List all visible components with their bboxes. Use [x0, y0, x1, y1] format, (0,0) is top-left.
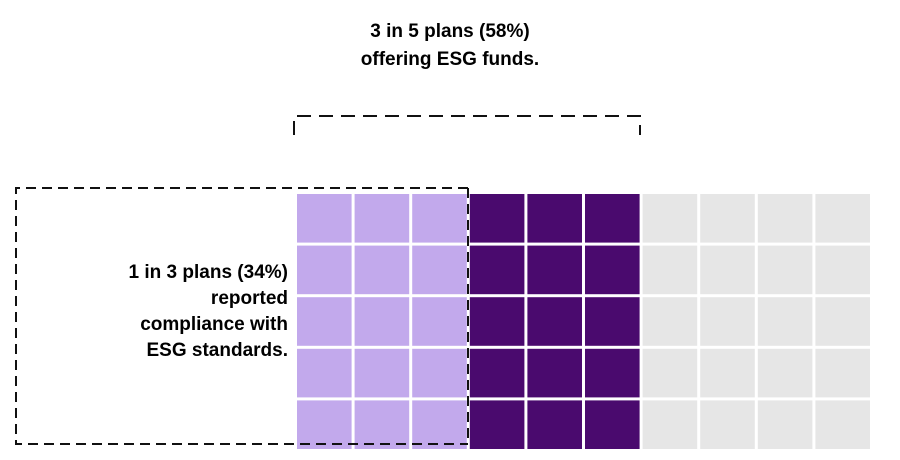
waffle-cell-remaining	[642, 194, 698, 243]
waffle-cell-compliance	[412, 348, 467, 398]
waffle-cell-remaining	[815, 348, 870, 398]
waffle-cell-esg_only	[469, 348, 525, 398]
waffle-cell-remaining	[815, 400, 870, 449]
waffle-cell-remaining	[700, 297, 755, 346]
waffle-cell-esg_only	[527, 297, 582, 346]
waffle-cell-remaining	[757, 297, 813, 346]
offering-line-2: offering ESG funds.	[360, 49, 540, 70]
waffle-cell-compliance	[354, 245, 410, 295]
compliance-line-3: compliance with	[140, 314, 288, 335]
waffle-cell-remaining	[642, 348, 698, 398]
waffle-cell-compliance	[354, 194, 410, 243]
compliance-line-4: ESG standards.	[146, 340, 289, 361]
waffle-cell-esg_only	[527, 348, 582, 398]
compliance-annotation: 1 in 3 plans (34%) reported compliance w…	[28, 260, 288, 364]
waffle-cell-remaining	[757, 400, 813, 449]
waffle-cell-esg_only	[585, 400, 640, 449]
waffle-cell-esg_only	[527, 194, 582, 243]
compliance-dashed-box	[15, 187, 469, 445]
offering-annotation: 3 in 5 plans (58%) offering ESG funds.	[300, 18, 600, 74]
waffle-cell-remaining	[815, 245, 870, 295]
waffle-cell-esg_only	[469, 297, 525, 346]
waffle-cell-compliance	[297, 400, 352, 449]
waffle-cell-remaining	[815, 297, 870, 346]
waffle-cell-esg_only	[585, 297, 640, 346]
waffle-cells	[297, 194, 870, 449]
waffle-cell-compliance	[412, 245, 467, 295]
waffle-cell-remaining	[757, 245, 813, 295]
waffle-cell-remaining	[757, 194, 813, 243]
waffle-cell-compliance	[297, 194, 352, 243]
waffle-cell-compliance	[412, 194, 467, 243]
waffle-cell-remaining	[700, 400, 755, 449]
waffle-cell-esg_only	[527, 400, 582, 449]
waffle-cell-remaining	[642, 400, 698, 449]
waffle-cell-esg_only	[527, 245, 582, 295]
waffle-cell-remaining	[757, 348, 813, 398]
offering-line-1: 3 in 5 plans (58%)	[370, 21, 530, 42]
waffle-cell-compliance	[297, 245, 352, 295]
waffle-cell-esg_only	[585, 245, 640, 295]
waffle-cell-remaining	[642, 297, 698, 346]
waffle-cell-remaining	[815, 194, 870, 243]
waffle-cell-remaining	[700, 348, 755, 398]
waffle-cell-compliance	[297, 297, 352, 346]
waffle-cell-esg_only	[585, 348, 640, 398]
waffle-cell-compliance	[297, 348, 352, 398]
waffle-cell-compliance	[354, 297, 410, 346]
waffle-cell-esg_only	[585, 194, 640, 243]
waffle-cell-esg_only	[469, 245, 525, 295]
waffle-cell-esg_only	[469, 194, 525, 243]
waffle-cell-remaining	[700, 245, 755, 295]
waffle-cell-remaining	[700, 194, 755, 243]
offering-bracket	[293, 115, 641, 135]
waffle-cell-compliance	[412, 297, 467, 346]
waffle-cell-esg_only	[469, 400, 525, 449]
waffle-cell-compliance	[354, 348, 410, 398]
waffle-cell-compliance	[354, 400, 410, 449]
compliance-line-1: 1 in 3 plans (34%)	[128, 262, 288, 283]
waffle-cell-remaining	[642, 245, 698, 295]
waffle-cell-compliance	[412, 400, 467, 449]
compliance-line-2: reported	[210, 288, 288, 309]
